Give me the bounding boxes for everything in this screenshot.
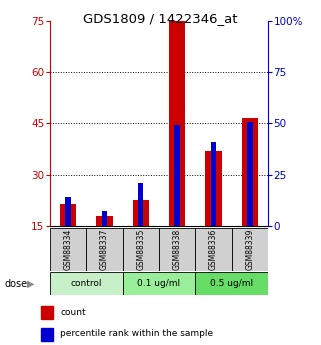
Text: ▶: ▶	[27, 279, 34, 288]
Bar	[60, 204, 76, 226]
Bar	[211, 142, 216, 226]
Bar	[133, 200, 149, 226]
Bar	[40, 328, 53, 341]
Bar	[174, 125, 180, 226]
Bar	[96, 216, 113, 226]
Bar	[50, 228, 86, 271]
Text: 0.1 ug/ml: 0.1 ug/ml	[137, 279, 180, 288]
Bar	[205, 151, 221, 226]
Bar	[138, 183, 143, 226]
Bar	[247, 122, 253, 226]
Text: 0.5 ug/ml: 0.5 ug/ml	[210, 279, 253, 288]
Bar	[40, 306, 53, 319]
Bar	[195, 228, 232, 271]
Bar	[195, 272, 268, 295]
Bar	[123, 228, 159, 271]
Bar	[50, 272, 123, 295]
Text: control: control	[70, 279, 102, 288]
Bar	[169, 21, 185, 226]
Bar	[159, 228, 195, 271]
Bar	[102, 210, 107, 226]
Text: count: count	[60, 308, 86, 317]
Text: percentile rank within the sample: percentile rank within the sample	[60, 329, 213, 338]
Bar	[86, 228, 123, 271]
Text: GSM88339: GSM88339	[245, 229, 254, 270]
Text: dose: dose	[5, 279, 28, 288]
Text: GSM88335: GSM88335	[136, 229, 145, 270]
Text: GSM88338: GSM88338	[173, 229, 182, 270]
Text: GSM88337: GSM88337	[100, 229, 109, 270]
Bar	[232, 228, 268, 271]
Bar	[242, 118, 258, 226]
Bar	[123, 272, 195, 295]
Bar	[65, 197, 71, 226]
Text: GDS1809 / 1422346_at: GDS1809 / 1422346_at	[83, 12, 238, 25]
Text: GSM88336: GSM88336	[209, 229, 218, 270]
Text: GSM88334: GSM88334	[64, 229, 73, 270]
